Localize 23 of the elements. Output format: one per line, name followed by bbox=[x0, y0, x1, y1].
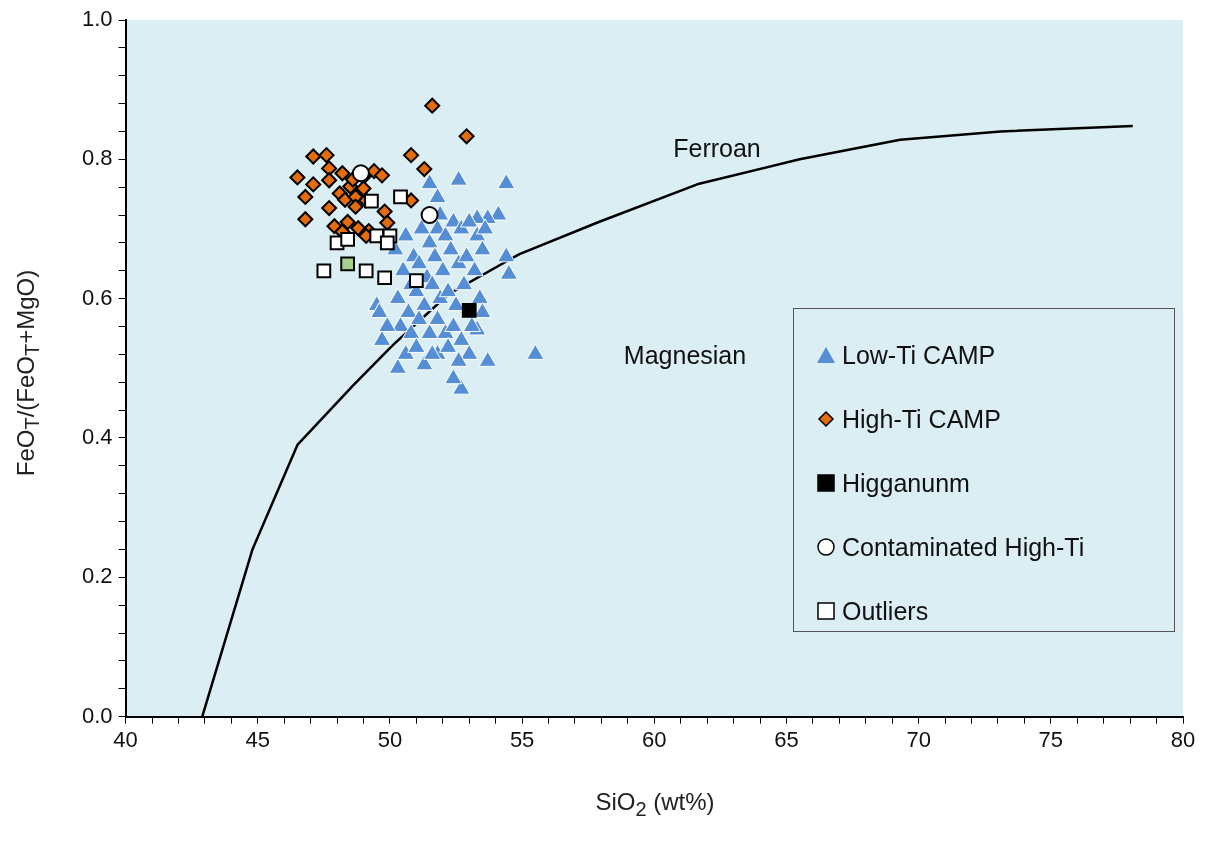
x-tick-label: 45 bbox=[245, 726, 270, 752]
legend-label: Outliers bbox=[842, 596, 929, 626]
y-tick-label: 0.6 bbox=[81, 284, 113, 310]
y-tick-label: 0.2 bbox=[81, 563, 113, 589]
x-tick-label: 65 bbox=[774, 726, 799, 752]
legend-label: High-Ti CAMP bbox=[842, 404, 1001, 434]
y-tick-label: 0.8 bbox=[81, 145, 113, 171]
x-tick-label: 80 bbox=[1170, 726, 1196, 752]
legend-label: Contaminated High-Ti bbox=[842, 532, 1085, 562]
y-tick-label: 0.4 bbox=[81, 424, 113, 450]
annotation: Magnesian bbox=[623, 340, 747, 369]
x-tick-label: 55 bbox=[509, 726, 535, 752]
x-tick-label: 75 bbox=[1038, 726, 1064, 752]
legend-label: Low-Ti CAMP bbox=[842, 340, 996, 370]
x-tick-label: 40 bbox=[113, 726, 138, 752]
annotation: Ferroan bbox=[673, 133, 761, 162]
y-tick-label: 1.0 bbox=[81, 6, 113, 32]
y-tick-label: 0.0 bbox=[81, 702, 113, 728]
x-tick-label: 60 bbox=[642, 726, 667, 752]
legend-label: Higganunm bbox=[842, 468, 970, 498]
x-axis-title: SiO$_{2}$ (wt%) bbox=[595, 788, 715, 821]
x-tick-label: 70 bbox=[906, 726, 931, 752]
x-tick-label: 50 bbox=[377, 726, 403, 752]
